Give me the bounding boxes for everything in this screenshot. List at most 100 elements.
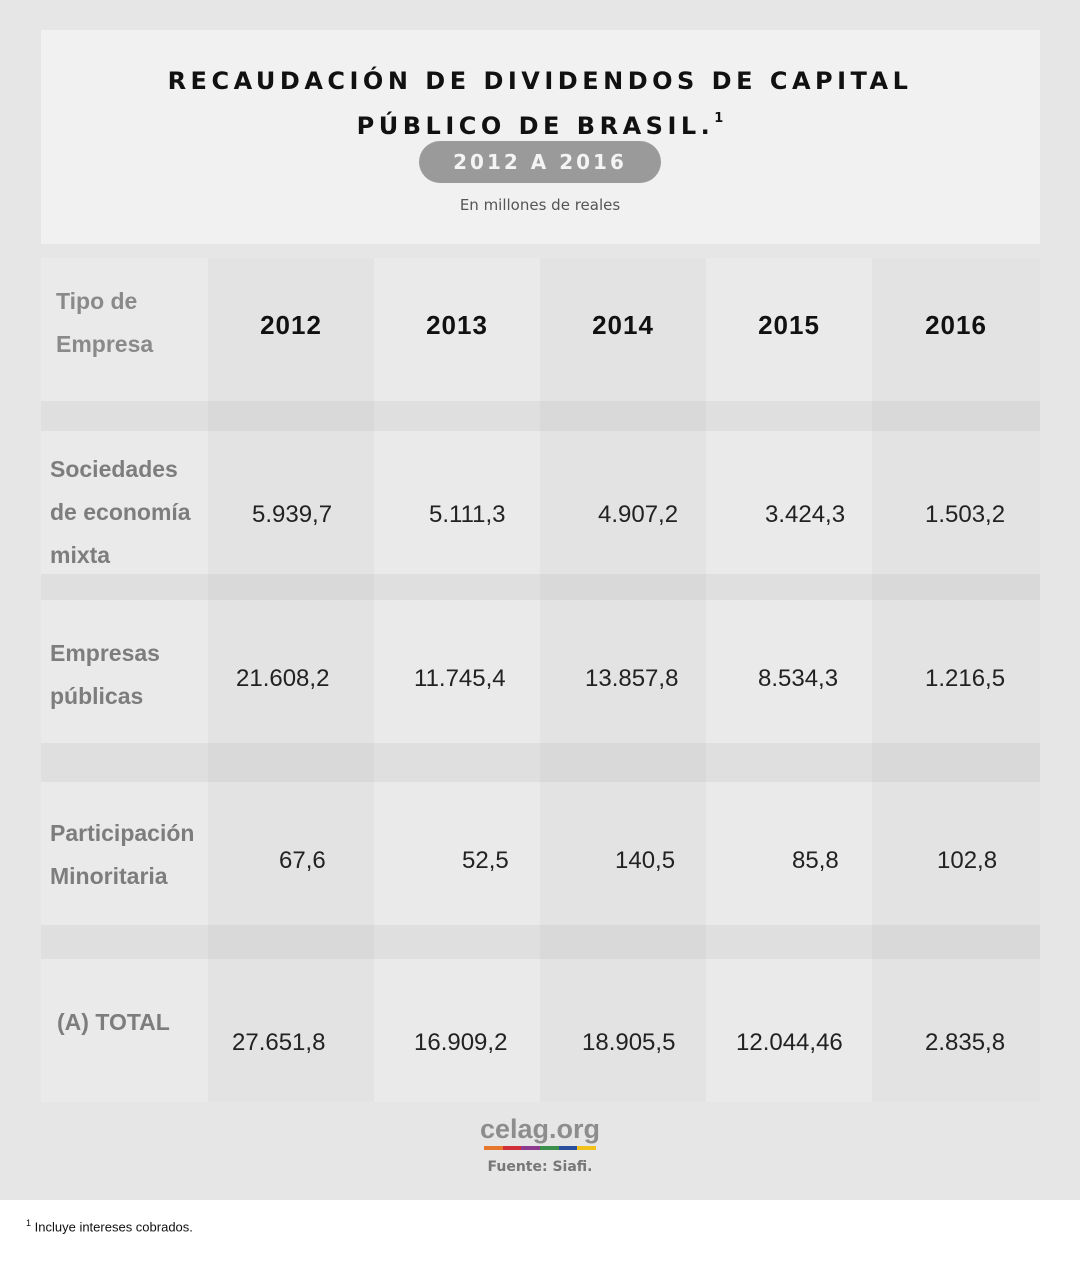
footnote-marker: 1 — [26, 1218, 32, 1228]
table-value-cell: 5.939,7 — [208, 431, 374, 574]
table-spacer — [374, 401, 540, 431]
year-label: 2014 — [592, 310, 654, 340]
logo-stripe-segment — [558, 1146, 578, 1150]
table-value-cell: 18.905,5 — [540, 959, 706, 1102]
table-value-cell: 5.111,3 — [374, 431, 540, 574]
header-cell-tipo: Tipo de Empresa — [41, 258, 208, 401]
row-label-line: Participación — [50, 820, 195, 846]
row-label-cell: (A) TOTAL — [41, 959, 208, 1102]
title-line-2: PÚBLICO DE BRASIL.1 — [0, 100, 1080, 145]
header-label-line: Empresa — [56, 331, 154, 357]
table-spacer — [41, 401, 208, 431]
table-spacer — [540, 574, 706, 600]
row-label-line: (A) TOTAL — [57, 1009, 170, 1035]
period-badge: 2012 A 2016 — [419, 141, 661, 183]
table-spacer — [872, 743, 1040, 782]
year-label: 2016 — [925, 310, 987, 340]
table-value: 18.905,5 — [582, 1029, 676, 1056]
table-value-cell: 8.534,3 — [706, 600, 872, 743]
table-value-cell: 3.424,3 — [706, 431, 872, 574]
table-value: 5.111,3 — [429, 501, 506, 528]
table-spacer — [41, 574, 208, 600]
table-value: 8.534,3 — [758, 665, 839, 692]
table-value-cell: 21.608,2 — [208, 600, 374, 743]
table-spacer — [540, 401, 706, 431]
table-value: 85,8 — [792, 847, 839, 874]
table-spacer — [706, 743, 872, 782]
table-value: 1.503,2 — [925, 501, 1006, 528]
table-spacer — [208, 574, 374, 600]
year-label: 2012 — [260, 310, 322, 340]
table-spacer — [208, 743, 374, 782]
row-label-line: Sociedades — [50, 456, 178, 482]
table-spacer — [706, 925, 872, 959]
row-label-line: públicas — [50, 683, 144, 709]
header-cell-year: 2015 — [706, 258, 872, 401]
table-value: 5.939,7 — [252, 501, 333, 528]
footnote: 1 Incluye intereses cobrados. — [26, 1218, 193, 1234]
title-line-1: RECAUDACIÓN DE DIVIDENDOS DE CAPITAL — [167, 67, 913, 95]
table-value-cell: 11.745,4 — [374, 600, 540, 743]
table-value: 67,6 — [279, 847, 326, 874]
row-label-cell: Sociedades de economía mixta — [41, 431, 208, 574]
table-value: 21.608,2 — [236, 665, 330, 692]
table-value: 12.044,46 — [736, 1029, 843, 1056]
table-spacer — [706, 401, 872, 431]
table-spacer — [41, 743, 208, 782]
logo-stripe-segment — [521, 1146, 541, 1150]
title-footnote-marker: 1 — [714, 111, 724, 126]
table-value-cell: 27.651,8 — [208, 959, 374, 1102]
table-value-cell: 52,5 — [374, 782, 540, 925]
source-note: Fuente: Siafi. — [487, 1159, 593, 1175]
year-label: 2015 — [758, 310, 820, 340]
logo-color-stripe — [484, 1146, 597, 1150]
title-line-2-text: PÚBLICO DE BRASIL. — [356, 112, 715, 140]
header-cell-year: 2013 — [374, 258, 540, 401]
logo-stripe-segment — [540, 1146, 559, 1150]
footnote-text: Incluye intereses cobrados. — [34, 1219, 193, 1235]
table-value: 102,8 — [937, 847, 998, 874]
row-label-line: Empresas — [50, 640, 160, 666]
row-label-cell: Empresas públicas — [41, 600, 208, 743]
table-spacer — [872, 574, 1040, 600]
row-label-line: mixta — [50, 542, 111, 568]
table-value-cell: 4.907,2 — [540, 431, 706, 574]
table-value: 1.216,5 — [925, 665, 1006, 692]
infographic-panel: RECAUDACIÓN DE DIVIDENDOS DE CAPITAL PÚB… — [0, 0, 1080, 1200]
row-label-line: Minoritaria — [50, 863, 168, 889]
table-value: 140,5 — [615, 847, 676, 874]
table-spacer — [208, 401, 374, 431]
table-spacer — [872, 925, 1040, 959]
table-spacer — [706, 574, 872, 600]
table-value: 16.909,2 — [414, 1029, 508, 1056]
units-label: En millones de reales — [459, 196, 621, 214]
table-value-cell: 140,5 — [540, 782, 706, 925]
header-cell-year: 2012 — [208, 258, 374, 401]
table-value-cell: 16.909,2 — [374, 959, 540, 1102]
table-value-cell: 85,8 — [706, 782, 872, 925]
table-value-cell: 102,8 — [872, 782, 1040, 925]
table-spacer — [540, 743, 706, 782]
table-spacer — [374, 574, 540, 600]
table-value-cell: 67,6 — [208, 782, 374, 925]
table-value-cell: 12.044,46 — [706, 959, 872, 1102]
table-value-cell: 1.503,2 — [872, 431, 1040, 574]
table-spacer — [208, 925, 374, 959]
table-value: 13.857,8 — [585, 665, 679, 692]
table-spacer — [374, 925, 540, 959]
row-label-line: de economía — [50, 499, 191, 525]
table-value: 3.424,3 — [765, 501, 846, 528]
table-value: 2.835,8 — [925, 1029, 1006, 1056]
celag-logo: celag.org — [479, 1114, 601, 1144]
table-value: 11.745,4 — [414, 665, 506, 692]
header-cell-year: 2016 — [872, 258, 1040, 401]
table-value: 52,5 — [462, 847, 509, 874]
chart-title: RECAUDACIÓN DE DIVIDENDOS DE CAPITAL PÚB… — [0, 62, 1080, 145]
table-spacer — [540, 925, 706, 959]
logo-stripe-segment — [502, 1146, 522, 1150]
logo-stripe-segment — [577, 1146, 597, 1150]
data-table: Tipo de Empresa 2012 2013 2014 2015 2016 Socied… — [41, 258, 1040, 1103]
table-spacer — [872, 401, 1040, 431]
row-label-cell: Participación Minoritaria — [41, 782, 208, 925]
header-cell-year: 2014 — [540, 258, 706, 401]
